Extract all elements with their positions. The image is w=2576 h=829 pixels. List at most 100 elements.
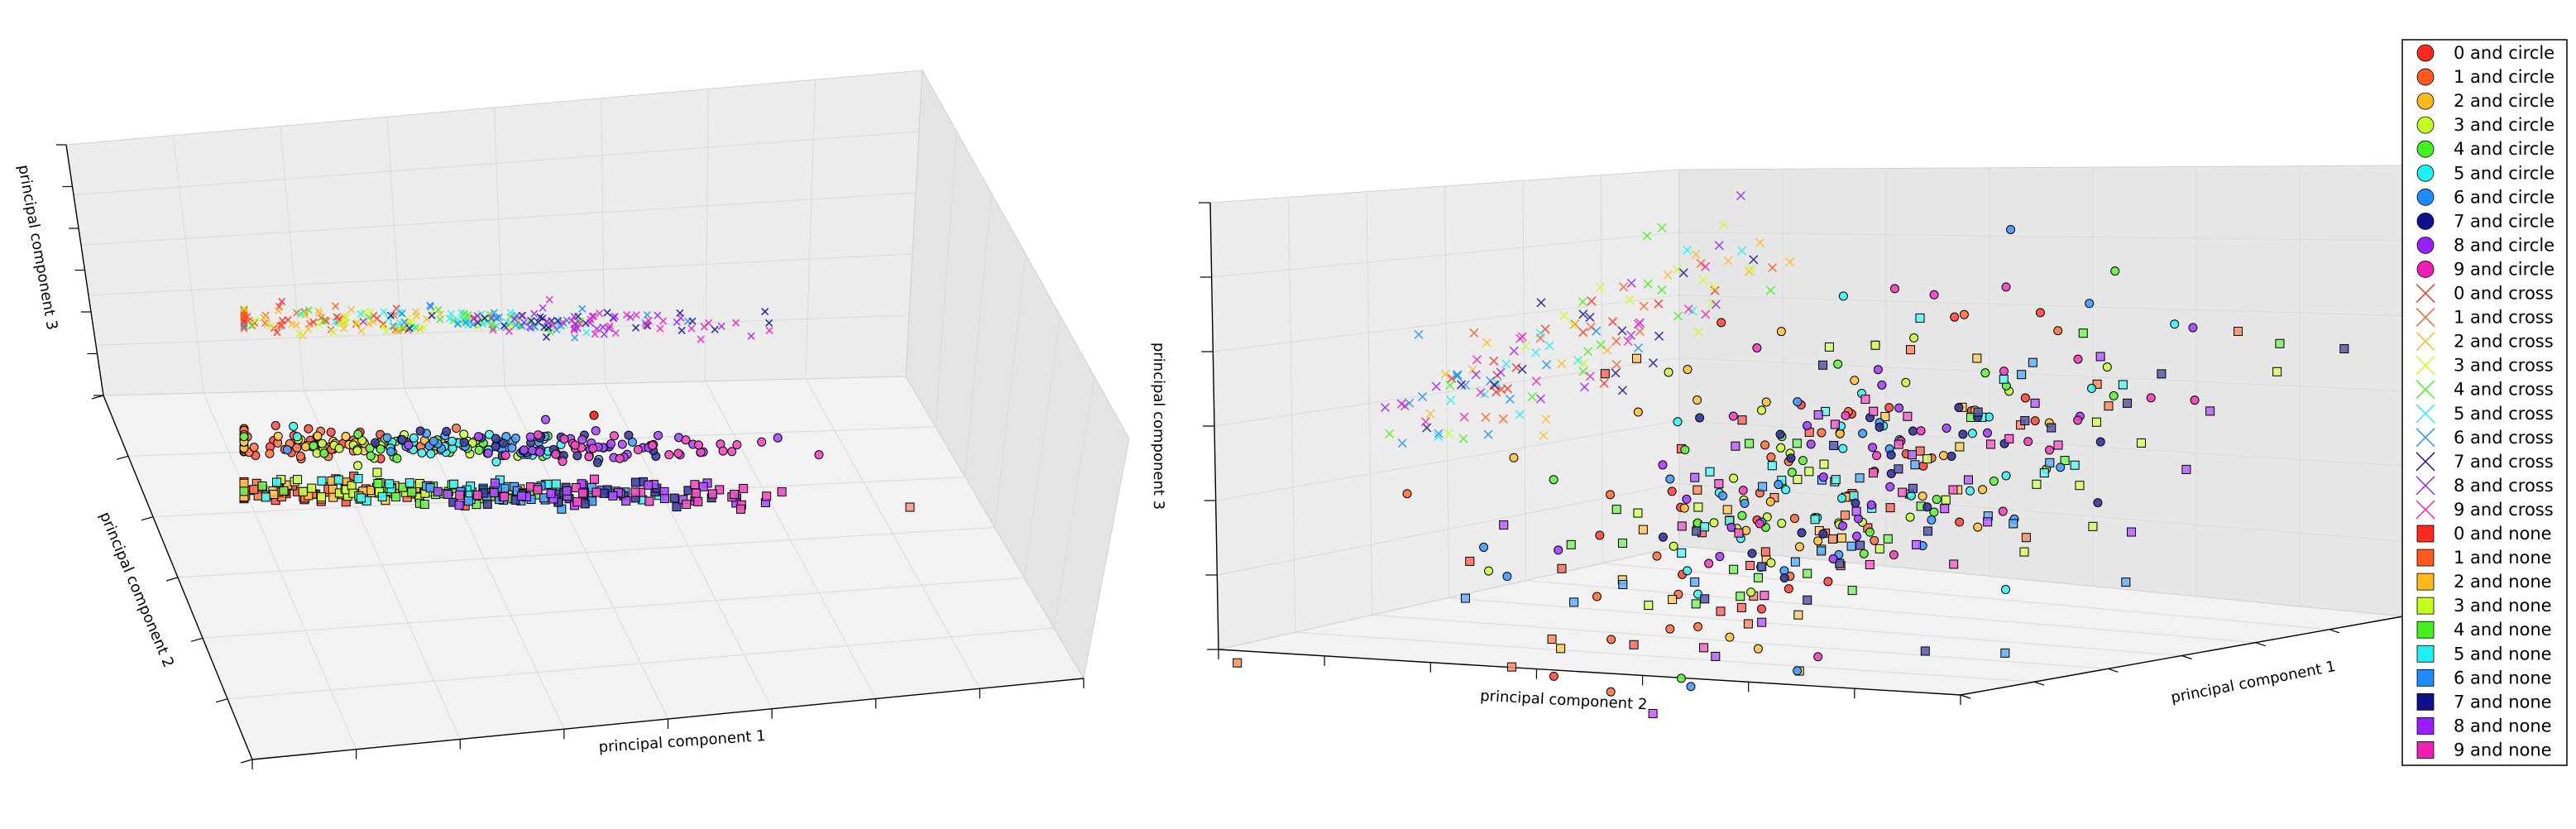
legend-item: 8 and circle [2416,235,2554,255]
legend-label: 1 and cross [2454,308,2554,328]
right-circle-point [1908,426,1918,436]
left-circle-point [317,438,327,448]
legend-label: 1 and none [2454,548,2552,568]
right-square-point [1757,562,1767,572]
legend-label: 5 and none [2454,644,2552,664]
left-back-gridline [494,107,505,386]
right-circle-point [1738,486,1748,496]
left-axis-line-3 [65,144,104,396]
left-square-point [239,486,249,496]
right-square-point [1611,505,1621,515]
legend-item: 0 and circle [2416,43,2554,63]
left-cross-point [382,327,390,335]
left-square-point [905,502,915,512]
right-cross-point [1453,370,1463,380]
legend-label: 7 and cross [2454,452,2554,472]
left-circle-point [341,432,351,442]
right-cross-point [1639,301,1649,311]
legend-item: 0 and none [2416,524,2552,544]
left-cross-point [240,306,248,315]
right-cross-point [1573,355,1583,366]
right-square-point [1690,472,1700,482]
right-cross-point [1447,373,1457,383]
right-circle-point [1803,420,1812,430]
left-cross-point [596,309,604,318]
left-cross-point [549,321,558,329]
right-circle-point [1852,531,1862,541]
right-circle-point [1509,453,1519,462]
right-cross-point [1736,190,1745,201]
right-circle-point [1885,482,1895,491]
right-circle-point [2146,393,2156,403]
left-cross-point [505,327,514,336]
right-circle-point [1916,426,1926,436]
left-circle-point [664,450,674,460]
left-square-point [735,504,745,514]
right-square-point [1824,342,1834,352]
left-cross-point [387,311,395,319]
right-circle-point [1833,359,1843,369]
legend-circle-marker [2416,44,2435,62]
right-square-point [2272,367,2282,376]
right-circle-point [1693,622,1703,632]
left-cross-point [304,306,313,314]
left-circle-point [570,440,580,450]
left-cross-point [570,326,578,334]
right-square-point [1633,508,1643,518]
right-circle-point [1665,624,1675,634]
right-square-point [1851,506,1861,516]
left-square-point [279,486,289,496]
left-cross-point [339,313,348,321]
left-circle-point [654,430,663,440]
left-circle-point [426,449,436,459]
right-square-point [1803,595,1812,605]
left-circle-point [617,439,627,449]
right-circle-point [1922,502,1932,512]
left-square-point [390,491,400,501]
legend-square-marker [2416,573,2435,591]
right-circle-point [1938,451,1948,461]
right-cross-point [1458,434,1468,443]
right-circle-point [1595,530,1605,540]
right-square-point [2032,479,2042,489]
right-square-point [1827,534,1837,544]
legend-cross-marker [2416,500,2435,520]
left-cross-point [567,317,576,325]
right-circle-point [1966,486,1975,496]
left-square-point [739,483,749,493]
right-circle-point [1823,577,1833,587]
left-cross-point [453,319,462,328]
left-cross-point [240,314,248,323]
right-circle-point [1793,397,1803,407]
right-square-point [1849,491,1859,501]
right-cross-point [1400,401,1410,411]
legend-label: 5 and cross [2454,404,2554,424]
right-square-point [1743,619,1753,629]
right-circle-point [1682,494,1692,504]
right-x-tick [2329,629,2340,634]
left-cross-point [251,316,260,324]
left-cross-point [412,308,420,316]
left-y-tick [91,395,104,400]
right-square-point [1731,441,1740,451]
left-circle-point [572,451,582,461]
right-square-point [1836,533,1846,543]
left-cross-point [447,309,455,318]
right-cross-point [1683,245,1693,255]
left-square-point [353,473,363,483]
right-cross-point [1696,258,1706,269]
right-square-point [1629,640,1639,649]
left-circle-point [326,427,336,437]
left-square-point [659,494,669,504]
legend-label: 7 and none [2454,692,2552,712]
left-cross-point [678,326,686,334]
right-circle-point [1838,291,1848,301]
right-circle-point [1884,403,1894,413]
left-cross-point [610,312,619,320]
right-square-point [1908,483,1918,493]
right-cross-point [1643,279,1653,289]
left-circle-point [681,435,691,445]
left-circle-point [757,437,767,447]
legend-cross-marker [2416,284,2435,303]
right-cross-point [1498,414,1508,424]
